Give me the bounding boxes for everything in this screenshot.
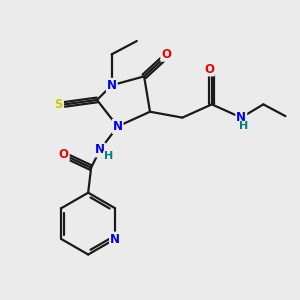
Text: H: H	[103, 152, 113, 161]
Text: O: O	[204, 62, 214, 76]
Text: N: N	[236, 111, 246, 124]
Text: O: O	[59, 148, 69, 161]
Text: N: N	[110, 232, 120, 246]
Text: H: H	[239, 122, 248, 131]
Text: O: O	[161, 48, 171, 61]
Text: N: N	[112, 120, 123, 133]
Text: N: N	[95, 143, 105, 157]
Text: N: N	[107, 79, 117, 92]
Text: S: S	[55, 98, 63, 111]
